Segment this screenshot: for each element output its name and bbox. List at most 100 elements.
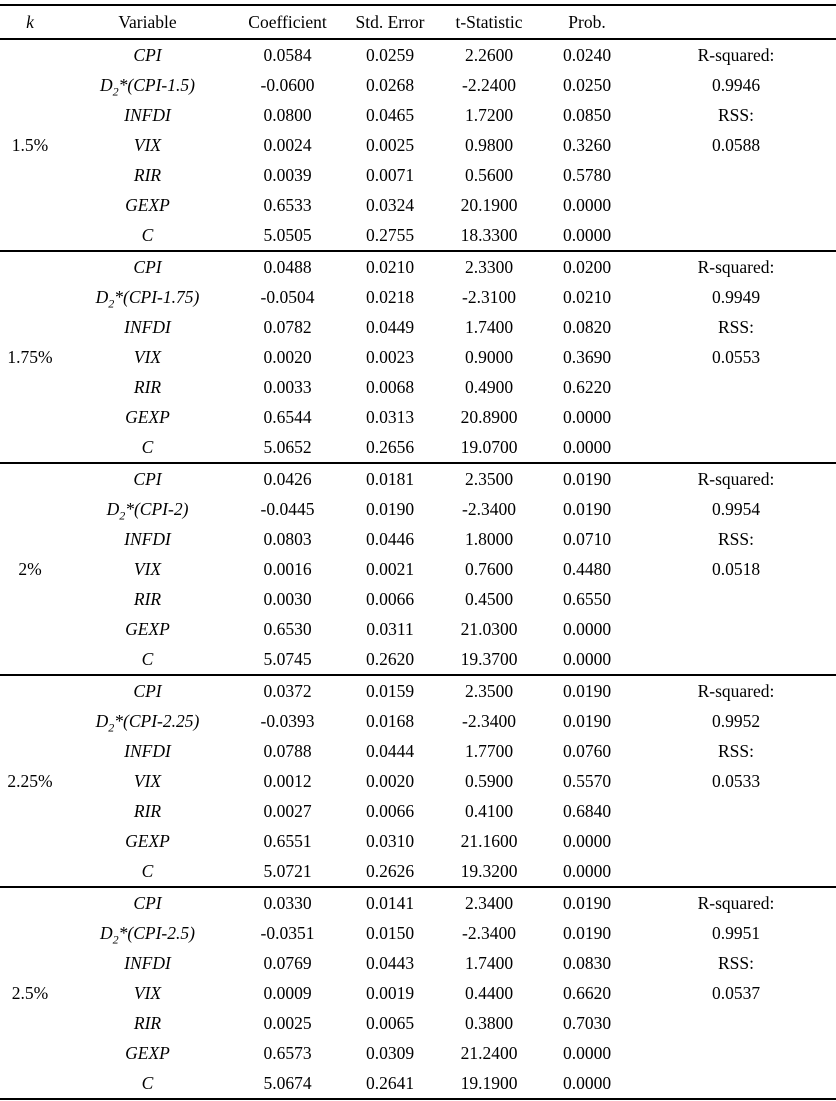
table-row: INFDI 0.0800 0.0465 1.7200 0.0850 RSS: [0, 100, 836, 130]
table-row: VIX 0.0012 0.0020 0.5900 0.5570 0.0533 [0, 766, 836, 796]
table-row: INFDI 0.0788 0.0444 1.7700 0.0760 RSS: [0, 736, 836, 766]
k-block: 2% CPI 0.0426 0.0181 2.3500 0.0190 R-squared: D… [0, 463, 836, 675]
t-statistic-value: 1.7200 [464, 104, 514, 125]
table-row: D2*(CPI-1.5) -0.0600 0.0268 -2.2400 0.0250 0.… [0, 70, 836, 100]
t-statistic-value: 21.2400 [460, 1042, 518, 1063]
coefficient-value: 0.0030 [263, 588, 312, 609]
t-statistic-value: 1.8000 [464, 528, 514, 549]
coefficient-value: 5.0505 [263, 224, 312, 245]
variable-name: C [141, 224, 154, 245]
t-statistic-value: 0.9800 [464, 134, 514, 155]
variable-name: INFDI [124, 528, 171, 549]
rss-label: RSS: [718, 740, 754, 761]
t-statistic-value: 0.4900 [464, 376, 514, 397]
std-error-value: 0.0141 [365, 892, 415, 913]
coefficient-value: 0.0024 [263, 134, 312, 155]
variable-name: D2*(CPI-1.5) [100, 74, 195, 98]
t-statistic-value: 2.2600 [464, 44, 514, 65]
r-squared-label: R-squared: [697, 468, 775, 489]
r-squared-value: 0.9951 [711, 922, 761, 943]
prob-value: 0.6840 [562, 800, 612, 821]
prob-value: 0.0820 [562, 316, 612, 337]
t-statistic-value: 1.7400 [464, 316, 514, 337]
coefficient-value: 0.0330 [263, 892, 312, 913]
coefficient-value: 0.6533 [263, 194, 312, 215]
k-block: 1.5% CPI 0.0584 0.0259 2.2600 0.0240 R-squared… [0, 39, 836, 251]
coefficient-value: -0.0600 [260, 74, 315, 95]
variable-name: D2*(CPI-2.25) [95, 710, 200, 734]
variable-name: C [141, 860, 154, 881]
prob-value: 0.0190 [562, 922, 612, 943]
coefficient-value: -0.0445 [260, 498, 315, 519]
t-statistic-value: 18.3300 [460, 224, 518, 245]
coefficient-value: 0.0372 [263, 680, 312, 701]
variable-name: CPI [133, 256, 162, 277]
table-row: VIX 0.0024 0.0025 0.9800 0.3260 0.0588 [0, 130, 836, 160]
prob-value: 0.3260 [562, 134, 612, 155]
prob-value: 0.0000 [562, 194, 612, 215]
std-error-value: 0.0259 [365, 44, 415, 65]
t-statistic-value: 0.9000 [464, 346, 514, 367]
variable-name: VIX [133, 134, 162, 155]
std-error-value: 0.2620 [365, 648, 415, 669]
t-statistic-value: 21.0300 [460, 618, 518, 639]
t-statistic-value: 1.7700 [464, 740, 514, 761]
table-row: D2*(CPI-2.5) -0.0351 0.0150 -2.3400 0.0190 0.… [0, 918, 836, 948]
variable-name: INFDI [124, 952, 171, 973]
empty-cell [636, 220, 836, 251]
empty-cell [636, 584, 836, 614]
variable-name: RIR [133, 588, 162, 609]
rss-label: RSS: [718, 952, 754, 973]
variable-name: C [141, 648, 154, 669]
table-row: GEXP 0.6551 0.0310 21.1600 0.0000 [0, 826, 836, 856]
t-statistic-value: -2.3400 [462, 710, 516, 731]
coefficient-value: -0.0351 [260, 922, 315, 943]
std-error-value: 0.0190 [365, 498, 415, 519]
std-error-value: 0.0310 [365, 830, 415, 851]
t-statistic-value: -2.3400 [462, 922, 516, 943]
t-statistic-value: 0.5600 [464, 164, 514, 185]
coefficient-value: 0.0426 [263, 468, 312, 489]
r-squared-value: 0.9952 [711, 710, 761, 731]
t-statistic-value: 0.4500 [464, 588, 514, 609]
rss-value: 0.0518 [711, 558, 761, 579]
prob-value: 0.0000 [562, 648, 612, 669]
k-threshold-value: 1.75% [7, 346, 53, 367]
t-statistic-value: 0.3800 [464, 1012, 514, 1033]
t-statistic-value: 20.1900 [460, 194, 518, 215]
prob-value: 0.0710 [562, 528, 612, 549]
prob-value: 0.0830 [562, 952, 612, 973]
prob-value: 0.6620 [562, 982, 612, 1003]
variable-name: VIX [133, 558, 162, 579]
std-error-value: 0.0309 [365, 1042, 415, 1063]
t-statistic-value: -2.3400 [462, 498, 516, 519]
table-row: C 5.0745 0.2620 19.3700 0.0000 [0, 644, 836, 675]
variable-name: VIX [133, 346, 162, 367]
prob-value: 0.0000 [562, 1042, 612, 1063]
t-statistic-value: 1.7400 [464, 952, 514, 973]
variable-name: RIR [133, 1012, 162, 1033]
rss-value: 0.0588 [711, 134, 761, 155]
t-statistic-value: 0.5900 [464, 770, 514, 791]
variable-name: D2*(CPI-2.5) [100, 922, 195, 946]
coefficient-value: -0.0393 [260, 710, 315, 731]
variable-name: CPI [133, 680, 162, 701]
empty-cell [636, 614, 836, 644]
variable-name: RIR [133, 164, 162, 185]
std-error-value: 0.0068 [365, 376, 415, 397]
variable-name: GEXP [125, 830, 170, 851]
std-error-value: 0.2641 [365, 1072, 415, 1093]
variable-name: C [141, 1072, 154, 1093]
std-error-value: 0.0446 [365, 528, 415, 549]
coefficient-value: 0.0769 [263, 952, 312, 973]
k-block: 2.5% CPI 0.0330 0.0141 2.3400 0.0190 R-squared… [0, 887, 836, 1099]
prob-value: 0.0850 [562, 104, 612, 125]
table-row: VIX 0.0020 0.0023 0.9000 0.3690 0.0553 [0, 342, 836, 372]
k-block: 2.25% CPI 0.0372 0.0159 2.3500 0.0190 R-square… [0, 675, 836, 887]
variable-name: RIR [133, 800, 162, 821]
variable-name: CPI [133, 468, 162, 489]
prob-value: 0.0760 [562, 740, 612, 761]
column-header-std-error: Std. Error [340, 5, 440, 40]
prob-value: 0.0200 [562, 256, 612, 277]
